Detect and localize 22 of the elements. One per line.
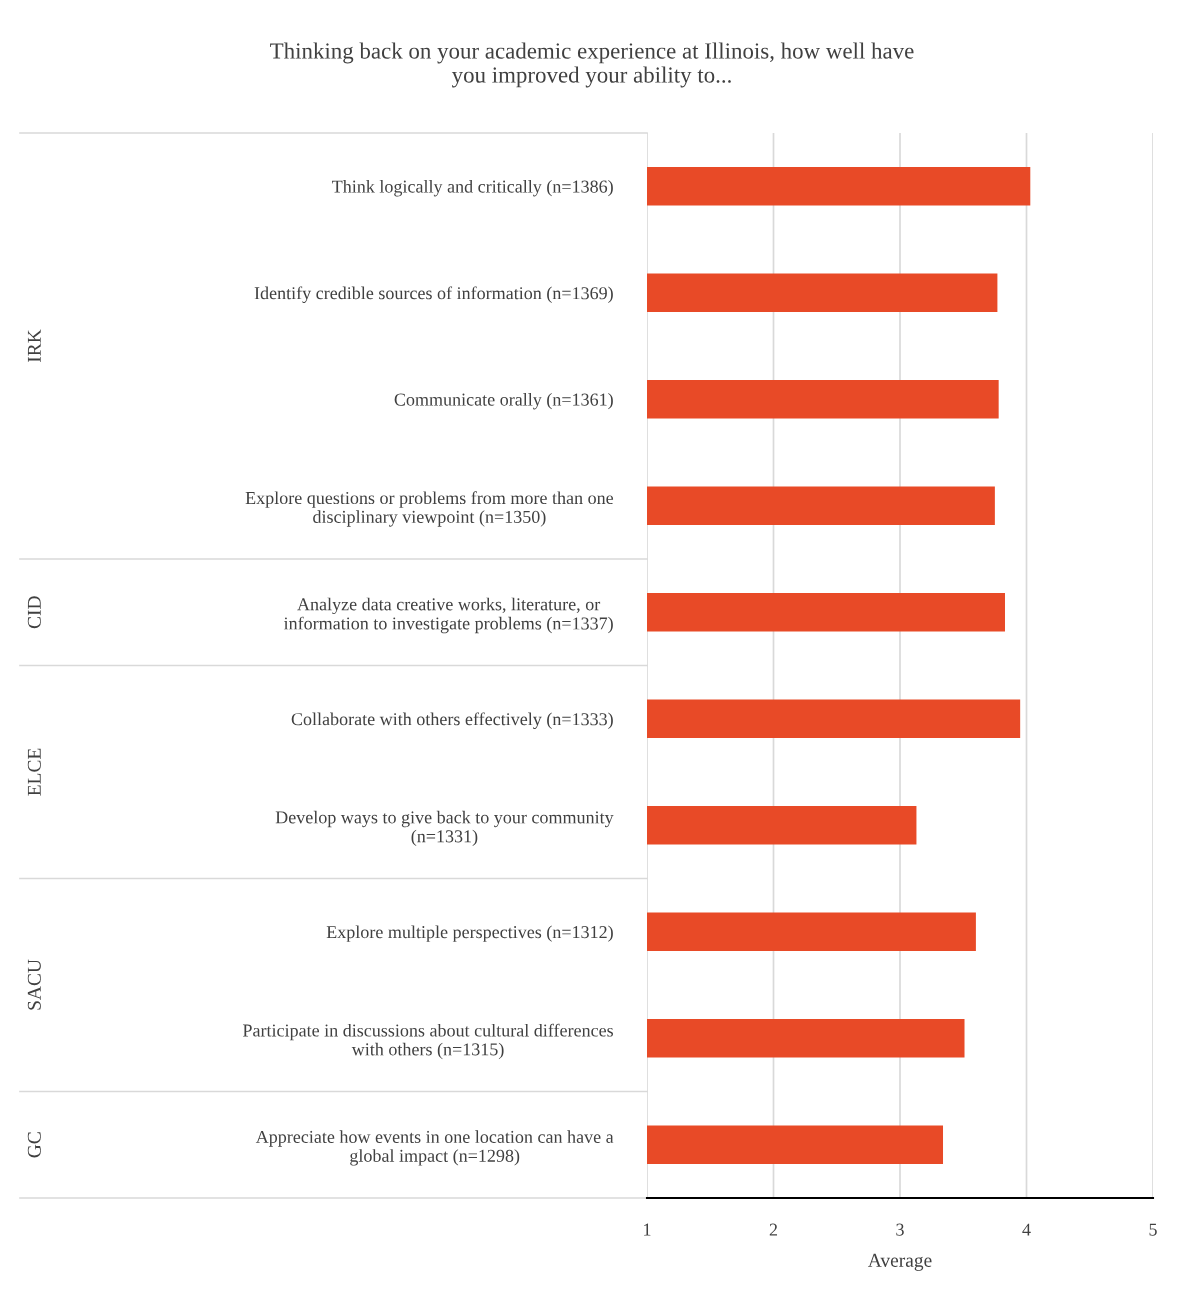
x-axis-title: Average <box>867 1253 932 1271</box>
chart-title: Thinking back on your academic experience at Illinois, how well have you improved your ability to... <box>270 42 914 88</box>
x-tick-label: 1 <box>644 1223 651 1236</box>
text: CID <box>27 596 41 629</box>
y-tick-label: Appreciate how events in one location can have a global impact (n=1298) <box>255 1130 614 1166</box>
x-tick-label: 4 <box>1022 1223 1031 1236</box>
y-tick-label: Identify credible sources of information (n=1369) <box>254 286 613 303</box>
x-tick-label: 2 <box>769 1223 778 1236</box>
y-tick-label: Think logically and critically (n=1386) <box>332 179 613 197</box>
y-tick-label: Analyze data creative works, literature, or information to investigate problems (n=1337) <box>283 597 613 634</box>
text: GC <box>27 1132 41 1158</box>
y-tick-label: Explore questions or problems from more than one disciplinary viewpoint (n=1350) <box>245 491 614 527</box>
y-tick-label: Communicate orally (n=1361) <box>394 392 613 410</box>
text: SACU <box>27 959 41 1010</box>
y-tick-label: Collaborate with others effectively (n=1333) <box>291 712 613 729</box>
text: ELCE <box>27 748 41 796</box>
y-tick-label: Explore multiple perspectives (n=1312) <box>326 925 613 942</box>
x-tick-label: 5 <box>1149 1223 1157 1236</box>
y-tick-label: Develop ways to give back to your community (n=1331) <box>275 810 614 847</box>
x-tick-label: 3 <box>896 1223 904 1236</box>
y-tick-label: Participate in discussions about cultural differences with others (n=1315) <box>242 1023 613 1060</box>
text: IRK <box>27 329 41 363</box>
